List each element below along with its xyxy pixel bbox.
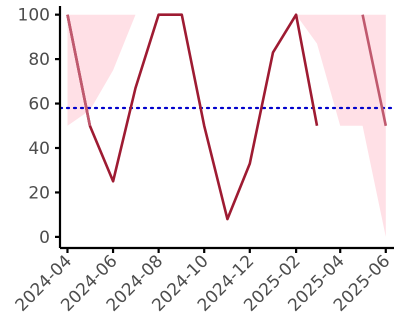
series-line-observed [66,13,319,221]
band-1 [296,14,386,237]
series-layer [66,13,388,221]
series-line-segment-start [66,14,92,127]
y-tick-label: 60 [28,95,50,115]
y-tick-label: 40 [28,139,50,159]
bands-layer [67,14,386,237]
y-tick-label: 80 [28,50,50,70]
y-tick-label: 100 [18,6,50,26]
y-tick-label: 0 [39,228,50,248]
series-line-segment-end [361,14,388,127]
y-tick-label: 20 [28,183,50,203]
